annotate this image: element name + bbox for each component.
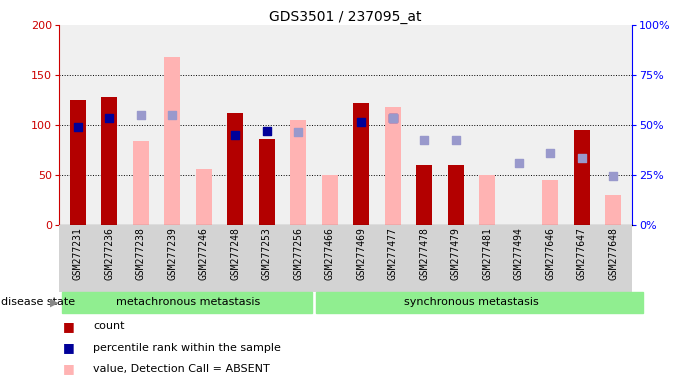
Bar — [353, 103, 369, 225]
Bar — [480, 175, 495, 225]
Text: GSM277231: GSM277231 — [73, 227, 83, 280]
Point — [167, 112, 178, 118]
Text: GSM277253: GSM277253 — [262, 227, 272, 280]
Bar — [574, 130, 589, 225]
Text: disease state: disease state — [1, 297, 75, 308]
Bar — [196, 169, 211, 225]
Point — [608, 173, 619, 179]
Bar — [70, 100, 86, 225]
Text: ■: ■ — [63, 320, 75, 333]
Text: GSM277494: GSM277494 — [514, 227, 524, 280]
Text: GSM277477: GSM277477 — [388, 227, 398, 280]
Bar — [605, 195, 621, 225]
Text: metachronous metastasis: metachronous metastasis — [116, 297, 260, 308]
Point — [261, 128, 272, 134]
Text: GSM277238: GSM277238 — [135, 227, 146, 280]
Text: ■: ■ — [63, 362, 75, 375]
Text: GSM277479: GSM277479 — [451, 227, 461, 280]
Text: GSM277256: GSM277256 — [293, 227, 303, 280]
Point — [135, 112, 146, 118]
Point — [513, 160, 524, 166]
Text: count: count — [93, 321, 125, 331]
Point — [72, 124, 83, 130]
Text: GSM277246: GSM277246 — [199, 227, 209, 280]
Bar — [448, 165, 464, 225]
Bar — [164, 57, 180, 225]
Text: GSM277469: GSM277469 — [357, 227, 366, 280]
Text: GSM277248: GSM277248 — [230, 227, 240, 280]
Point — [293, 129, 304, 135]
Text: ■: ■ — [63, 341, 75, 354]
Text: value, Detection Call = ABSENT: value, Detection Call = ABSENT — [93, 364, 270, 374]
Point — [545, 150, 556, 156]
Point — [451, 137, 462, 143]
Text: GSM277647: GSM277647 — [577, 227, 587, 280]
Point — [229, 132, 240, 138]
Text: synchronous metastasis: synchronous metastasis — [404, 297, 539, 308]
Text: GSM277236: GSM277236 — [104, 227, 114, 280]
Point — [104, 115, 115, 121]
Text: GDS3501 / 237095_at: GDS3501 / 237095_at — [269, 10, 422, 23]
Bar — [542, 180, 558, 225]
Bar — [62, 292, 312, 313]
Text: GSM277646: GSM277646 — [545, 227, 556, 280]
Bar — [133, 141, 149, 225]
Bar — [290, 120, 306, 225]
Point — [356, 119, 367, 125]
Point — [576, 155, 587, 161]
Text: GSM277481: GSM277481 — [482, 227, 492, 280]
Bar — [227, 113, 243, 225]
Text: GSM277478: GSM277478 — [419, 227, 429, 280]
Text: GSM277466: GSM277466 — [325, 227, 334, 280]
Bar — [417, 165, 432, 225]
Text: GSM277239: GSM277239 — [167, 227, 177, 280]
Bar — [316, 292, 643, 313]
Bar — [102, 97, 117, 225]
Point — [387, 115, 398, 121]
Text: ■: ■ — [63, 383, 75, 384]
Point — [419, 137, 430, 143]
Bar — [259, 139, 274, 225]
Text: ▶: ▶ — [50, 297, 59, 308]
Bar — [385, 107, 401, 225]
Bar — [322, 175, 338, 225]
Text: percentile rank within the sample: percentile rank within the sample — [93, 343, 281, 353]
Text: GSM277648: GSM277648 — [608, 227, 618, 280]
Point — [387, 115, 398, 121]
